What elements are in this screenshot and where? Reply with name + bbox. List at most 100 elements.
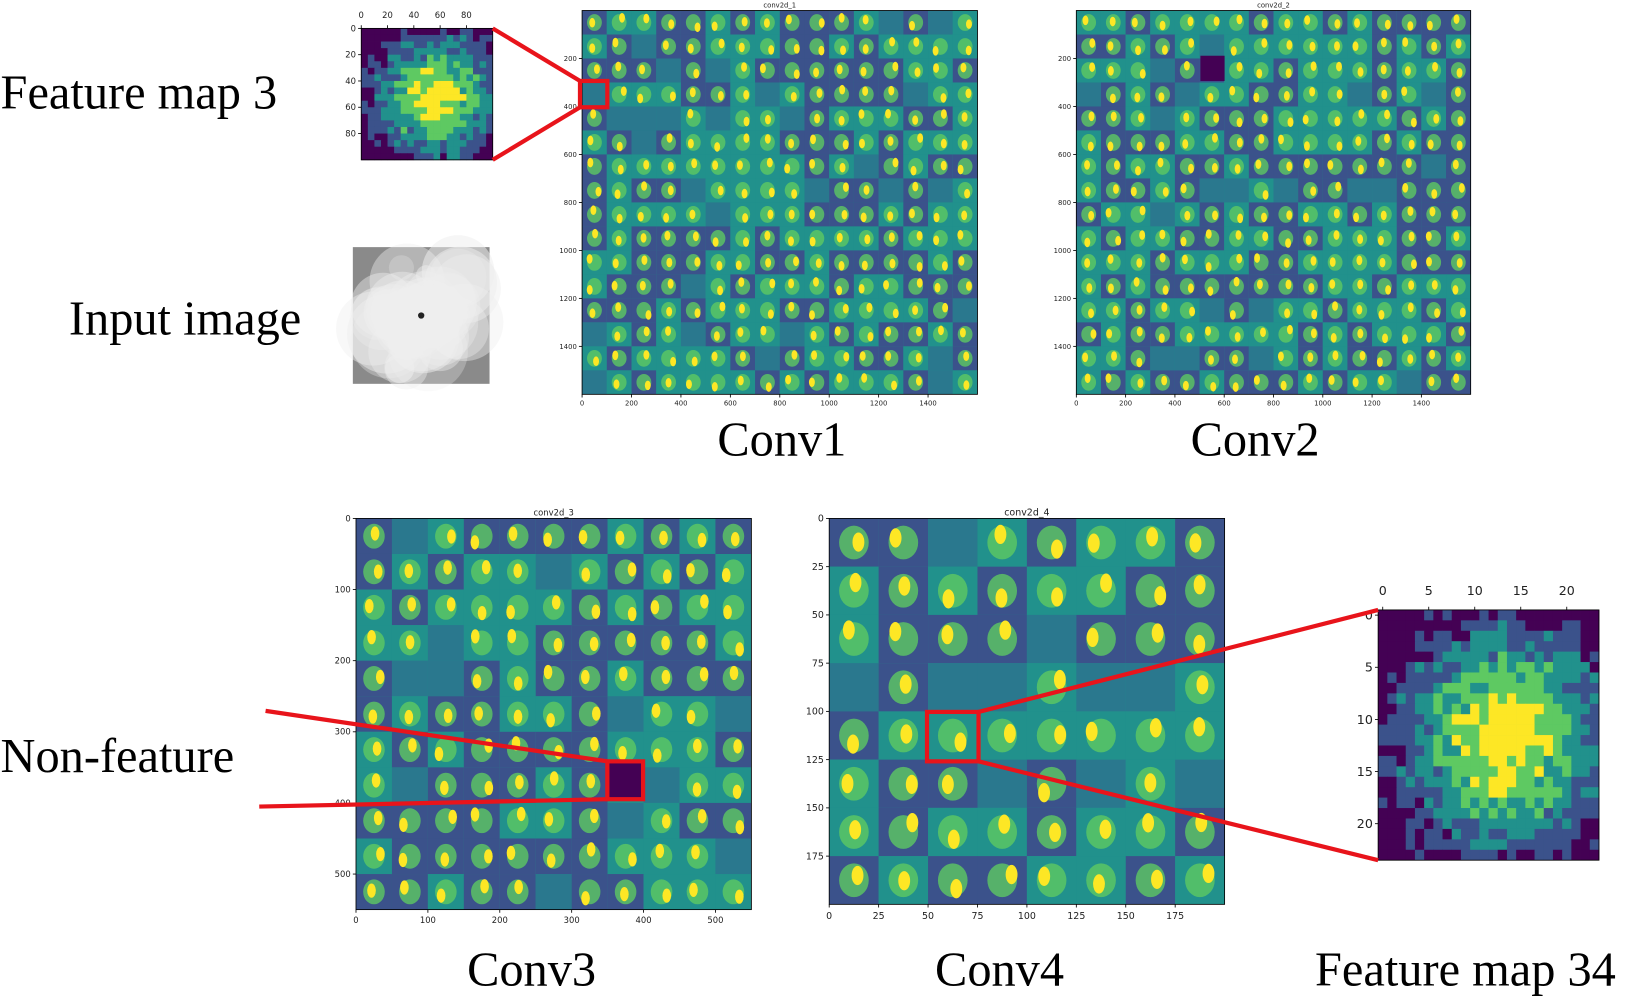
pixel xyxy=(1396,828,1407,840)
pixel xyxy=(1552,787,1563,798)
blob xyxy=(470,807,480,822)
pixel xyxy=(1396,682,1407,694)
pixel xyxy=(1451,828,1462,840)
pixel xyxy=(394,74,402,82)
cell xyxy=(607,802,644,839)
pixel xyxy=(1460,641,1471,652)
pixel xyxy=(1396,630,1407,642)
pixel xyxy=(1460,828,1471,840)
pixel xyxy=(400,120,408,128)
blob xyxy=(733,739,742,754)
blob xyxy=(1260,327,1266,338)
pixel xyxy=(413,80,421,88)
pixel xyxy=(361,41,369,49)
pixel xyxy=(1433,662,1443,673)
pixel xyxy=(1525,641,1535,652)
pixel xyxy=(387,133,395,141)
pixel xyxy=(1543,797,1554,809)
pixel xyxy=(367,74,375,82)
blob xyxy=(1376,357,1383,367)
pixel xyxy=(1552,808,1563,819)
pixel xyxy=(407,67,415,75)
pixel xyxy=(1405,745,1416,757)
blob xyxy=(788,138,795,149)
pixel xyxy=(1506,630,1517,642)
pixel xyxy=(1414,651,1425,663)
pixel xyxy=(387,61,395,69)
pixel xyxy=(1534,714,1545,725)
pixel xyxy=(426,133,434,141)
blob xyxy=(765,382,772,392)
pixel xyxy=(1424,630,1434,642)
pixel xyxy=(420,120,428,128)
blob xyxy=(887,211,894,221)
cell xyxy=(680,274,706,299)
pixel xyxy=(1562,745,1572,757)
blob xyxy=(581,891,590,906)
pixel xyxy=(1405,714,1416,725)
pixel xyxy=(1525,724,1535,736)
pixel xyxy=(486,107,494,115)
pixel xyxy=(1433,609,1443,621)
y-tick-label: 75 xyxy=(812,658,824,669)
pixel xyxy=(446,48,454,55)
pixel xyxy=(453,140,461,148)
pixel xyxy=(1470,849,1480,861)
pixel xyxy=(1516,808,1526,819)
blob xyxy=(1230,46,1237,56)
pixel xyxy=(1396,766,1407,778)
pixel xyxy=(413,146,421,154)
caption: Conv2 xyxy=(1191,413,1320,466)
blob xyxy=(694,308,701,318)
blob xyxy=(1213,16,1220,27)
blob xyxy=(1453,231,1460,242)
blob xyxy=(700,594,709,609)
pixel xyxy=(1424,651,1434,663)
blob xyxy=(1051,539,1063,559)
blob xyxy=(586,842,596,857)
pixel xyxy=(1534,630,1545,642)
pixel xyxy=(479,113,487,121)
pixel xyxy=(1433,703,1443,715)
pixel xyxy=(1479,828,1489,840)
pixel xyxy=(1580,641,1591,652)
blob xyxy=(912,305,919,315)
pixel xyxy=(1433,818,1443,830)
blob xyxy=(940,138,947,149)
pixel xyxy=(1506,745,1517,757)
pixel xyxy=(1571,818,1581,830)
pixel xyxy=(374,54,382,62)
pixel xyxy=(1470,797,1480,809)
blob xyxy=(1385,285,1392,295)
blob xyxy=(842,620,855,640)
pixel xyxy=(407,87,415,95)
blob xyxy=(1378,310,1385,320)
pixel xyxy=(479,100,487,108)
blob xyxy=(1211,133,1218,143)
pixel xyxy=(1479,839,1489,851)
pixel xyxy=(486,48,494,55)
pixel xyxy=(1396,641,1407,652)
cell xyxy=(878,10,904,35)
pixel xyxy=(400,41,408,49)
pixel xyxy=(1479,651,1489,663)
input-image xyxy=(336,235,504,392)
blob xyxy=(1456,258,1463,268)
blob xyxy=(589,808,599,824)
pixel xyxy=(1589,620,1600,632)
blob xyxy=(957,230,964,240)
pixel xyxy=(1580,849,1591,861)
blob xyxy=(1189,306,1196,317)
pixel xyxy=(413,28,421,36)
pixel xyxy=(1451,776,1462,788)
blob xyxy=(1253,92,1260,103)
blob xyxy=(1280,380,1287,391)
blob xyxy=(1087,141,1094,152)
blob xyxy=(1353,212,1360,223)
pixel xyxy=(479,107,487,115)
pixel xyxy=(1424,745,1434,757)
cell xyxy=(1224,178,1249,203)
pixel xyxy=(374,74,382,82)
pixel xyxy=(1396,797,1407,809)
